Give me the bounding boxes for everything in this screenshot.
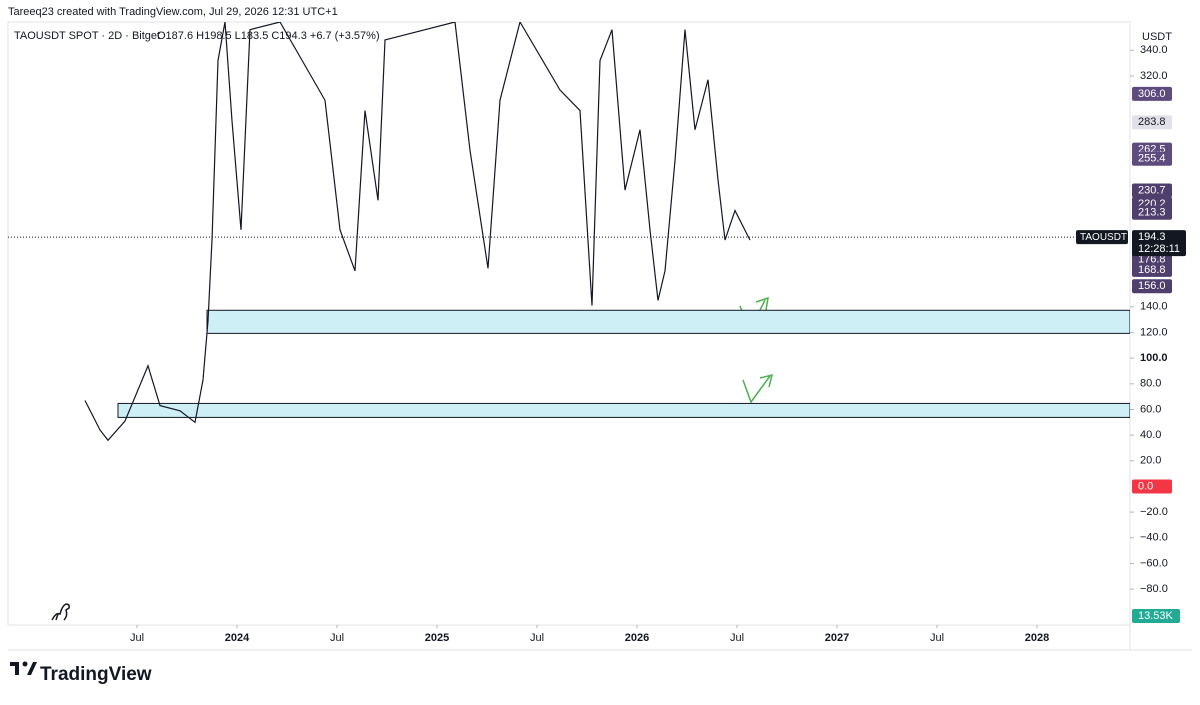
price-badge [1132,115,1172,130]
countdown: 12:28:11 [1138,243,1180,255]
y-tick-label: 20.0 [1140,455,1161,467]
price-badge-label: 213.3 [1138,207,1166,219]
symbol-badge [1076,230,1128,245]
price-badge-label: 0.0 [1138,480,1153,492]
y-tick-label: 40.0 [1140,429,1161,441]
price-badge-label: 283.8 [1138,116,1166,128]
x-tick-label: Jul [730,632,744,644]
logo [10,661,37,675]
zone [117,402,1130,418]
x-tick-label: Jul [130,632,144,644]
y-tick-label: −80.0 [1140,583,1168,595]
price-badge-label: 168.8 [1138,264,1166,276]
y-tick-label: 140.0 [1140,301,1168,313]
price-badge [1132,151,1172,166]
plot-layer [84,22,1130,442]
x-tick-label: Jul [330,632,344,644]
current-badge [1132,230,1186,257]
y-tick-label: 340.0 [1140,44,1168,56]
price-line [84,22,751,442]
volume-badge [1132,609,1180,623]
chart-title: TAOUSDT SPOT · 2D · Bitget [14,30,160,42]
x-tick-label: Jul [530,632,544,644]
x-tick-label: 2028 [1025,632,1049,644]
y-tick-label: −60.0 [1140,557,1168,569]
price-badge-label: 230.7 [1138,184,1166,196]
x-tick-label: 2024 [225,632,250,644]
x-tick-label: 2025 [425,632,449,644]
y-tick-label: 100.0 [1140,352,1168,364]
brand: TradingView [40,664,152,685]
price-badge-label: 255.4 [1138,153,1166,165]
price-badge [1132,86,1172,101]
price-badge-label: 156.0 [1138,280,1166,292]
ohlc: O187.6 H198.5 L183.5 C194.3 +6.7 (+3.57%… [157,30,380,42]
y-tick-label: 80.0 [1140,378,1161,390]
current-price-label: 194.3 [1138,231,1166,243]
y-tick-label: 120.0 [1140,326,1168,338]
x-tick-label: 2026 [625,632,649,644]
y-axis-label: USDT [1142,31,1172,43]
price-badge-label: 306.0 [1138,88,1166,100]
price-badge [1132,262,1172,277]
price-badge [1132,279,1172,294]
y-tick-label: 60.0 [1140,403,1161,415]
price-badge-label: 176.8 [1138,254,1166,266]
price-badge [1132,479,1172,494]
y-tick-label: 320.0 [1140,70,1168,82]
symbol-label: TAOUSDT [1080,232,1127,243]
zone [206,309,1130,334]
attribution: Tareeq23 created with TradingView.com, J… [8,6,338,18]
y-tick-label: −20.0 [1140,506,1168,518]
price-badge [1132,205,1172,220]
y-tick-label: −40.0 [1140,532,1168,544]
volume-label: 13.53K [1138,610,1174,622]
price-badge [1132,183,1172,198]
dino-icon [51,603,70,621]
x-tick-label: Jul [930,632,944,644]
x-tick-label: 2027 [825,632,849,644]
